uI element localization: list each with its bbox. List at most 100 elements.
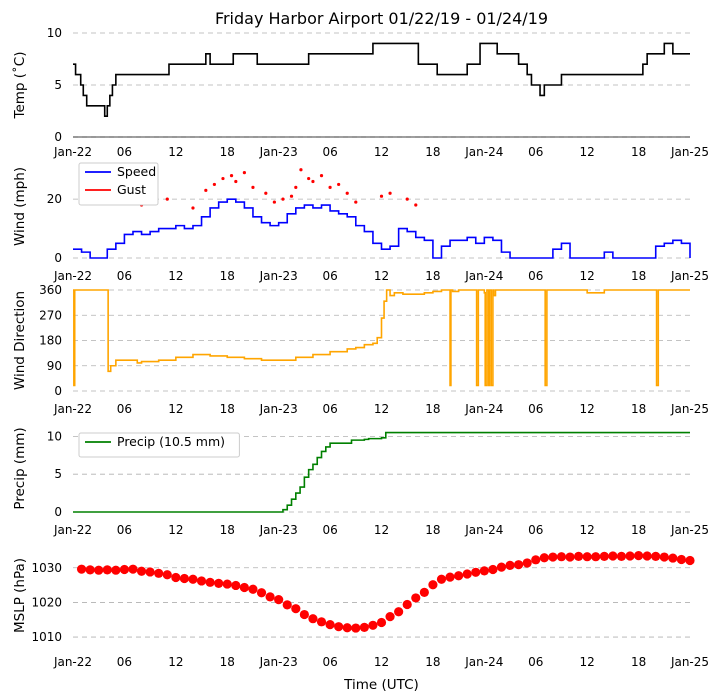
gust-point: [191, 206, 195, 210]
data-point: [616, 551, 627, 561]
data-point: [342, 623, 352, 633]
data-point: [642, 551, 652, 561]
y-tick-label: 1010: [31, 630, 62, 644]
legend-box: [78, 432, 240, 458]
x-tick-label: Jan-23: [259, 655, 298, 669]
data-point: [239, 582, 249, 593]
gust-point: [405, 197, 409, 201]
gust-point: [229, 174, 234, 178]
data-point: [334, 622, 344, 632]
y-axis-label: Wind Direction: [12, 291, 28, 390]
data-point: [625, 551, 635, 561]
x-tick-label: Jan-24: [464, 523, 503, 537]
x-tick-label: 12: [580, 655, 595, 669]
data-point: [402, 599, 412, 610]
data-point: [265, 592, 275, 602]
data-point: [454, 571, 464, 581]
gust-point: [337, 182, 341, 187]
y-tick-label: 0: [54, 251, 62, 265]
x-tick-label: 18: [425, 145, 440, 159]
data-point: [282, 600, 292, 610]
y-tick-label: 90: [47, 359, 62, 373]
y-tick-label: 20: [47, 192, 62, 206]
y-axis-label: Precip (mm): [12, 427, 28, 509]
data-point: [291, 604, 301, 614]
data-point: [496, 562, 507, 572]
x-tick-label: Jan-22: [53, 402, 92, 416]
x-tick-label: 06: [117, 145, 132, 159]
y-axis-label: Wind (mph): [12, 167, 28, 246]
data-point: [94, 565, 104, 575]
x-tick-label: Jan-22: [53, 523, 92, 537]
legend-label: Speed: [117, 164, 156, 179]
y-tick-label: 0: [54, 505, 62, 519]
data-point: [299, 609, 309, 620]
x-tick-label: Jan-25: [670, 145, 709, 159]
chart-title: Friday Harbor Airport 01/22/19 - 01/24/1…: [215, 9, 548, 28]
x-tick-label: 12: [374, 145, 389, 159]
gust-point: [264, 191, 268, 195]
data-point: [548, 552, 558, 562]
y-tick-label: 360: [39, 283, 62, 297]
data-point: [196, 576, 207, 586]
gust-point: [289, 194, 294, 198]
data-point: [668, 553, 678, 563]
data-point: [428, 580, 438, 590]
gust-point: [221, 176, 225, 181]
data-point: [256, 588, 267, 598]
legend-label: Precip (10.5 mm): [117, 434, 225, 449]
data-point: [376, 617, 387, 628]
x-tick-label: 12: [580, 269, 595, 283]
x-tick-label: 12: [374, 402, 389, 416]
x-tick-label: 06: [322, 402, 337, 416]
data-point: [274, 595, 284, 605]
data-point: [556, 552, 567, 562]
series-line-speed: [73, 198, 691, 259]
gust-point: [251, 185, 255, 189]
y-tick-label: 0: [54, 130, 62, 144]
data-point: [573, 551, 584, 561]
x-tick-label: 06: [528, 145, 543, 159]
x-tick-label: 18: [425, 523, 440, 537]
y-tick-label: 10: [47, 26, 62, 40]
x-tick-label: 18: [631, 269, 646, 283]
gust-point: [204, 188, 208, 192]
data-point: [188, 574, 198, 584]
x-tick-label: Jan-23: [259, 402, 298, 416]
data-point: [111, 565, 121, 575]
data-point: [248, 584, 258, 594]
x-tick-label: 18: [220, 523, 235, 537]
y-tick-label: 5: [54, 467, 62, 481]
data-point: [136, 566, 147, 576]
y-axis-label: MSLP (hPa): [12, 558, 28, 633]
x-tick-label: Jan-25: [670, 402, 709, 416]
y-axis-label: Temp (˚C): [11, 52, 28, 120]
data-point: [531, 555, 541, 565]
x-tick-label: 18: [220, 269, 235, 283]
series-line-wind_direction: [73, 289, 690, 387]
data-point: [479, 566, 489, 576]
x-tick-label: 06: [528, 523, 543, 537]
data-point: [582, 552, 592, 562]
gust-point: [345, 191, 349, 195]
x-tick-label: 06: [117, 655, 132, 669]
data-point: [599, 551, 609, 561]
panel-wind: 0 20 Jan-22 06 12 18 Jan-23 06 12 18 Jan-24 06 12 18 J…: [12, 162, 709, 283]
gust-point: [272, 200, 276, 204]
data-point: [676, 554, 687, 565]
data-point: [119, 564, 130, 575]
panel-wind_direction: 0 90 180 270 360 Jan-22 06 12 18 Jan-23 06 12 18 Jan-…: [12, 283, 709, 416]
x-tick-label: 18: [220, 655, 235, 669]
x-tick-label: Jan-22: [53, 145, 92, 159]
gust-point: [307, 176, 311, 181]
x-tick-label: 12: [168, 655, 183, 669]
x-tick-label: 12: [580, 523, 595, 537]
data-point: [214, 578, 224, 588]
data-point: [308, 614, 318, 624]
x-tick-label: 18: [631, 145, 646, 159]
gust-point: [379, 194, 384, 198]
x-tick-label: Jan-24: [464, 655, 503, 669]
gust-point: [281, 197, 285, 201]
